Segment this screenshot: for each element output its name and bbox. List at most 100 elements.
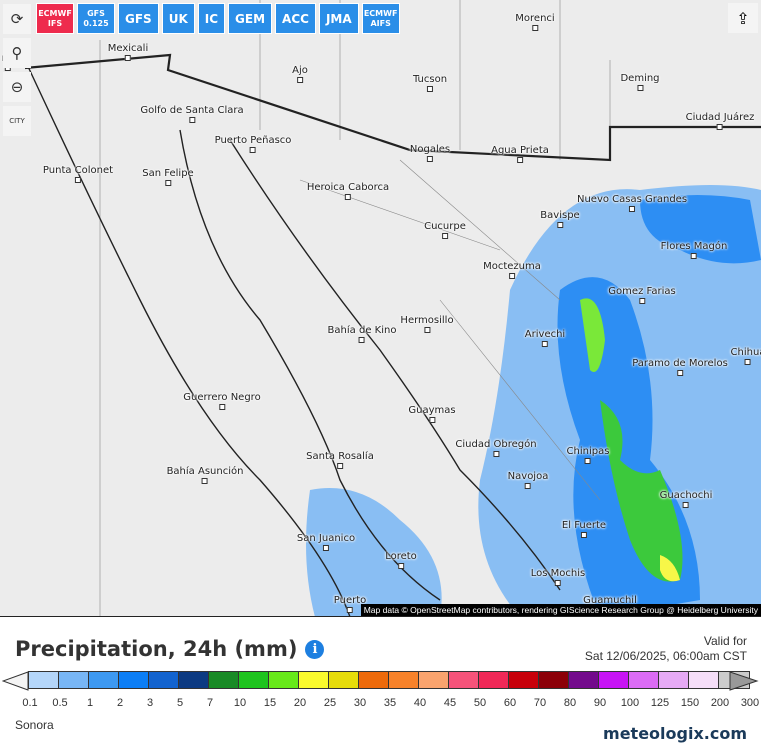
scale-tick: 70: [533, 697, 547, 709]
precip-blobs: [306, 185, 761, 616]
city-marker: [524, 483, 531, 489]
model-button[interactable]: JMA: [318, 3, 359, 34]
scale-tick: 50: [473, 697, 487, 709]
city-name: Moctezuma: [483, 261, 541, 272]
city-label: Nogales: [410, 145, 450, 162]
weather-map[interactable]: naMexicaliAjoTucsonMorenciDemingCiudad J…: [0, 0, 761, 617]
scale-ticks: 0.1 0.5 1 2 3 5 7 10 15 20 25 30 35 40 45 50 60 70 80 90 100…: [15, 697, 761, 709]
meteologix-logo[interactable]: meteologix.com: [603, 724, 747, 743]
city-name: Nogales: [409, 144, 451, 155]
city-label: Santa Rosalía: [306, 452, 374, 469]
city-label: Loreto: [385, 552, 417, 569]
city-label: Chihua: [731, 348, 761, 365]
model-button[interactable]: ACC: [275, 3, 316, 34]
city-marker: [202, 478, 208, 484]
model-button[interactable]: ECMWF IFS: [36, 3, 74, 34]
city-name: Ajo: [292, 65, 308, 76]
city-marker: [322, 545, 329, 551]
city-label: Agua Prieta: [491, 146, 549, 163]
scale-tick: 25: [323, 697, 337, 709]
scale-tick: 5: [176, 697, 184, 709]
model-button[interactable]: UK: [161, 3, 195, 34]
city-name: Bavispe: [540, 210, 580, 221]
zoom-out-button[interactable]: ⊖: [3, 72, 31, 102]
city-marker: [585, 458, 591, 464]
scale-swatch: [629, 672, 659, 688]
admin-borders: [99, 0, 611, 616]
city-name: Chihua: [730, 347, 761, 358]
city-label: Nuevo Casas Grandes: [577, 195, 687, 212]
model-selector: ECMWF IFS GFS 0.125 GFS UK IC GEM ACC JMA ECMWF …: [36, 3, 400, 34]
city-marker: [189, 117, 195, 123]
city-name: Santa Rosalía: [306, 451, 374, 462]
scale-swatch: [599, 672, 629, 688]
city-name: Punta Colonet: [42, 165, 114, 176]
city-name: Hermosillo: [400, 315, 454, 326]
scale-tick: 10: [233, 697, 247, 709]
city-toggle-button[interactable]: CITY: [3, 106, 31, 136]
model-button[interactable]: GFS: [118, 3, 159, 34]
scale-tick: 200: [710, 697, 730, 709]
scale-swatch: [29, 672, 59, 688]
city-name: Ciudad Juárez: [685, 112, 755, 123]
city-label: Moctezuma: [483, 262, 541, 279]
city-label: El Fuerte: [562, 521, 606, 538]
scale-swatch: [659, 672, 689, 688]
location-pin-button[interactable]: ⚲: [3, 38, 31, 68]
scale-swatch: [149, 672, 179, 688]
city-name: Flores Magón: [660, 241, 728, 252]
city-label: Los Mochis: [531, 569, 585, 586]
model-button[interactable]: ECMWF AIFS: [361, 3, 400, 34]
color-scale: [28, 671, 750, 689]
city-marker: [690, 253, 697, 259]
scale-swatch: [419, 672, 449, 688]
info-icon[interactable]: i: [305, 639, 325, 659]
scale-swatch: [209, 672, 239, 688]
scale-tick: 125: [650, 697, 670, 709]
city-name: Tucson: [412, 74, 448, 85]
city-name: Golfo de Santa Clara: [140, 105, 244, 116]
city-label: Arivechi: [525, 330, 565, 347]
model-button[interactable]: GFS 0.125: [77, 3, 115, 34]
scale-tick: 2: [116, 697, 124, 709]
city-name: Navojoa: [507, 471, 549, 482]
scale-right-arrow: [729, 671, 759, 691]
city-label: Heroica Caborca: [307, 183, 389, 200]
valid-label: Valid for: [703, 634, 747, 648]
city-name: Mexicali: [107, 43, 149, 54]
scale-swatch: [89, 672, 119, 688]
refresh-button[interactable]: ⟳: [3, 4, 31, 34]
scale-swatch: [269, 672, 299, 688]
scale-swatch: [299, 672, 329, 688]
city-label: Ajo: [292, 66, 308, 83]
city-name: Guamuchil: [583, 595, 637, 606]
city-marker: [397, 563, 404, 569]
city-label: Hermosillo: [400, 315, 454, 333]
city-marker: [429, 417, 435, 423]
scale-tick: 300: [740, 697, 760, 709]
scale-swatch: [329, 672, 359, 688]
city-marker: [165, 180, 171, 186]
location-pin-icon: ⚲: [11, 44, 23, 62]
city-marker: [124, 55, 131, 61]
city-marker: [347, 607, 353, 613]
city-label: San Juanico: [297, 534, 355, 551]
scale-swatch: [119, 672, 149, 688]
city-marker: [492, 451, 499, 457]
city-name: Bahía de Kino: [327, 325, 397, 336]
city-label: Puerto: [334, 596, 366, 613]
scale-tick: 80: [563, 697, 577, 709]
city-name: Gomez Farias: [608, 286, 676, 297]
city-marker: [677, 370, 683, 376]
city-label: Puerto Peñasco: [215, 136, 291, 153]
scale-swatch: [539, 672, 569, 688]
share-button[interactable]: ⇪: [728, 3, 758, 33]
model-button[interactable]: IC: [197, 3, 226, 34]
city-label: Golfo de Santa Clara: [140, 105, 244, 123]
model-button[interactable]: GEM: [228, 3, 273, 34]
map-attribution: Map data © OpenStreetMap contributors, r…: [360, 604, 761, 616]
city-toggle-icon: CITY: [9, 117, 25, 125]
scale-tick: 45: [443, 697, 457, 709]
city-marker: [532, 25, 538, 31]
city-marker: [541, 341, 548, 347]
